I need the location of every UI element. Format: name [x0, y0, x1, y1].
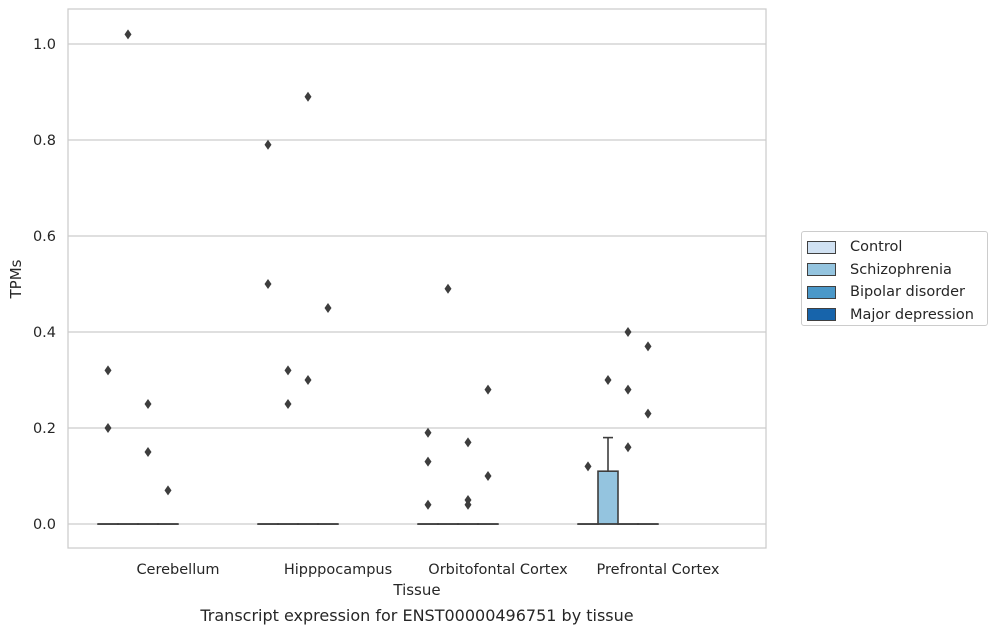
outlier-point — [444, 283, 452, 294]
legend-swatch — [807, 308, 836, 322]
plot-area — [67, 8, 767, 549]
y-axis-label: TPMs — [7, 259, 25, 299]
legend: Control Schizophrenia Bipolar disorder Majo… — [801, 231, 988, 326]
outlier-point — [104, 423, 112, 433]
chart-caption: Transcript expression for ENST0000049675… — [200, 606, 634, 625]
y-tick-label: 0.0 — [33, 517, 56, 533]
outlier-point — [644, 408, 652, 419]
legend-label: Schizophrenia — [850, 261, 952, 278]
legend-label: Bipolar disorder — [850, 284, 965, 301]
legend-item: Schizophrenia — [807, 259, 987, 282]
outlier-point — [644, 341, 652, 352]
outlier-point — [624, 384, 632, 395]
outlier-points — [104, 29, 652, 510]
legend-swatch — [807, 240, 836, 254]
outlier-point — [284, 399, 292, 409]
outlier-point — [124, 29, 132, 40]
boxes — [97, 436, 659, 525]
x-tick-label: Cerebellum — [136, 562, 219, 578]
outlier-point — [284, 365, 292, 376]
box — [597, 470, 619, 525]
outlier-point — [264, 279, 272, 289]
outlier-point — [584, 461, 592, 472]
outlier-point — [304, 91, 312, 102]
x-tick-labels: Cerebellum Hipppocampus Orbitofontal Corte… — [136, 562, 719, 578]
legend-item: Bipolar disorder — [807, 281, 987, 304]
outlier-point — [164, 485, 172, 496]
y-tick-label: 0.6 — [33, 229, 56, 245]
outlier-point — [464, 499, 472, 510]
legend-item: Control — [807, 236, 987, 259]
outlier-point — [484, 384, 492, 395]
outlier-point — [624, 327, 632, 337]
x-axis-label: Tissue — [392, 581, 440, 599]
outlier-point — [144, 447, 152, 457]
y-tick-label: 0.4 — [33, 325, 56, 341]
legend-label: Control — [850, 239, 903, 256]
legend-item: Major depression — [807, 304, 987, 327]
y-tick-label: 0.8 — [33, 133, 56, 149]
outlier-point — [144, 399, 152, 409]
outlier-point — [484, 471, 492, 481]
x-tick-label: Hipppocampus — [284, 562, 392, 578]
legend-swatch — [807, 263, 836, 277]
outlier-point — [464, 437, 472, 448]
x-tick-label: Prefrontal Cortex — [597, 562, 720, 578]
y-tick-label: 0.2 — [33, 421, 56, 437]
outlier-point — [424, 499, 432, 510]
outlier-point — [264, 139, 272, 150]
legend-swatch — [807, 285, 836, 299]
outlier-point — [624, 442, 632, 453]
outlier-point — [424, 427, 432, 438]
outlier-point — [324, 303, 332, 313]
outlier-point — [424, 456, 432, 467]
outlier-point — [304, 375, 312, 385]
outlier-point — [604, 375, 612, 385]
x-tick-label: Orbitofontal Cortex — [428, 562, 568, 578]
y-tick-labels: 0.0 0.2 0.4 0.6 0.8 1.0 — [33, 37, 56, 533]
legend-label: Major depression — [850, 306, 974, 323]
y-tick-label: 1.0 — [33, 37, 56, 53]
outlier-point — [104, 365, 112, 376]
